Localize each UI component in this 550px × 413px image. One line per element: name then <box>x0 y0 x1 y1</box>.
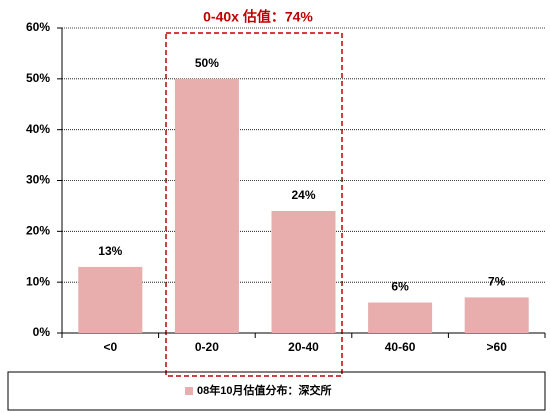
bar <box>464 297 529 333</box>
legend-label: 08年10月估值分布：深交所 <box>197 383 331 397</box>
y-tick-label: 30% <box>26 173 50 187</box>
x-tick-label: >60 <box>487 340 508 354</box>
x-tick-label: 40-60 <box>385 340 416 354</box>
data-label: 7% <box>488 275 506 289</box>
y-tick-label: 50% <box>26 71 50 85</box>
data-label: 50% <box>195 56 219 70</box>
data-label: 6% <box>391 280 409 294</box>
data-label: 13% <box>98 244 122 258</box>
y-tick-label: 20% <box>26 224 50 238</box>
x-tick-label: 0-20 <box>195 340 219 354</box>
y-tick-label: 40% <box>26 122 50 136</box>
annotation: 0-40x 估值：74% <box>203 9 313 25</box>
data-label: 24% <box>291 188 315 202</box>
bar <box>174 78 239 333</box>
y-tick-label: 10% <box>26 274 50 288</box>
bar <box>271 211 336 333</box>
y-tick-label: 60% <box>26 20 50 34</box>
y-tick-label: 0% <box>33 325 51 339</box>
highlight-box <box>165 32 343 377</box>
legend-box <box>7 371 546 411</box>
legend-swatch <box>185 387 193 395</box>
bar <box>78 266 143 333</box>
bar <box>368 302 433 333</box>
x-tick-label: 20-40 <box>288 340 319 354</box>
x-tick-label: <0 <box>103 340 117 354</box>
